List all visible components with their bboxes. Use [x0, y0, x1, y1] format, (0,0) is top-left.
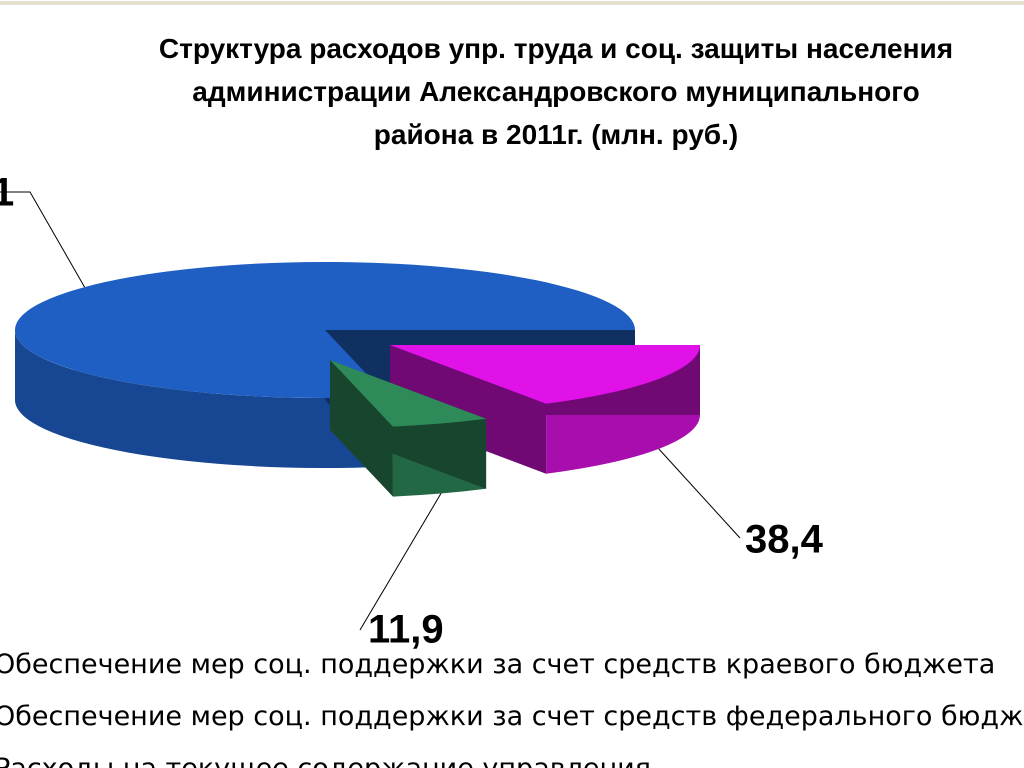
slice-side — [15, 330, 388, 468]
pie — [0, 191, 741, 631]
data-label: 1 — [0, 171, 14, 215]
slice-wall — [390, 345, 547, 474]
legend-entry: Обеспечение мер соц. поддержки за счет с… — [0, 701, 1024, 732]
slice — [330, 360, 487, 427]
leader-line — [359, 493, 442, 631]
chart-title: администрации Александровского муниципал… — [192, 76, 919, 107]
chart-title: Структура расходов упр. труда и соц. защ… — [159, 33, 953, 64]
leader-line — [658, 448, 741, 539]
leader-line — [0, 191, 86, 288]
chart-title: района в 2011г. (млн. руб.) — [374, 119, 738, 150]
data-label: 38,4 — [745, 518, 824, 562]
slice — [390, 345, 700, 404]
legend-entry: Расходы на текущее содержание управления — [0, 753, 651, 768]
slice-wall — [330, 360, 393, 497]
slice — [14, 262, 635, 399]
legend-entry: Обеспечение мер соц. поддержки за счет с… — [0, 649, 995, 680]
data-label: 11,9 — [368, 608, 444, 652]
